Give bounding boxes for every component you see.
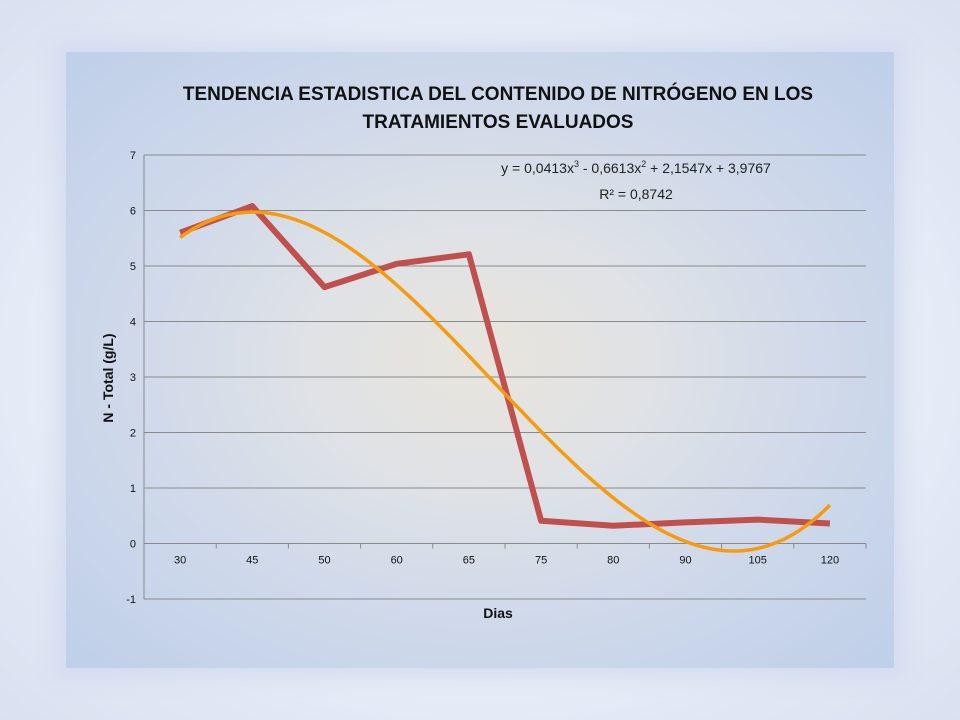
y-axis-label: N - Total (g/L) xyxy=(100,333,116,422)
x-tick-label: 60 xyxy=(391,555,403,567)
series-line-n-total xyxy=(179,203,831,529)
x-tick-label: 75 xyxy=(535,555,547,567)
x-tick-label: 50 xyxy=(318,555,330,567)
x-tick-label: 90 xyxy=(679,555,691,567)
trendline-equation: y = 0,0413x3 - 0,6613x2 + 2,1547x + 3,97… xyxy=(501,159,771,176)
y-tick-label: 4 xyxy=(130,317,136,329)
x-tick-label: 120 xyxy=(821,555,839,567)
y-tick-label: 5 xyxy=(130,261,136,273)
y-tick-label: -1 xyxy=(126,594,136,606)
x-tick-label: 80 xyxy=(607,555,619,567)
x-tick-label: 105 xyxy=(749,555,767,567)
x-tick-labels: 30 45 50 60 65 75 80 90 105 120 xyxy=(143,543,867,567)
polynomial-trendline xyxy=(179,210,832,553)
y-tick-label: 1 xyxy=(130,483,136,495)
chart-svg: TENDENCIA ESTADISTICA DEL CONTENIDO DE N… xyxy=(100,83,867,621)
y-tick-labels: -1 0 1 2 3 4 5 6 7 xyxy=(126,150,136,606)
y-tick-label: 2 xyxy=(130,428,136,440)
x-tick-label: 65 xyxy=(463,555,475,567)
chart-title-line2: TRATAMIENTOS EVALUADOS xyxy=(363,112,634,133)
trendline-r-squared: R² = 0,8742 xyxy=(599,186,673,202)
x-axis-label: Dias xyxy=(483,605,513,621)
y-tick-label: 6 xyxy=(130,206,136,218)
y-tick-label: 0 xyxy=(130,539,136,551)
y-tick-label: 3 xyxy=(130,372,136,384)
chart-area: TENDENCIA ESTADISTICA DEL CONTENIDO DE N… xyxy=(66,52,894,668)
x-tick-label: 45 xyxy=(246,555,258,567)
x-tick-label: 30 xyxy=(174,555,186,567)
y-tick-label: 7 xyxy=(130,150,136,162)
chart-title-line1: TENDENCIA ESTADISTICA DEL CONTENIDO DE N… xyxy=(183,83,813,105)
